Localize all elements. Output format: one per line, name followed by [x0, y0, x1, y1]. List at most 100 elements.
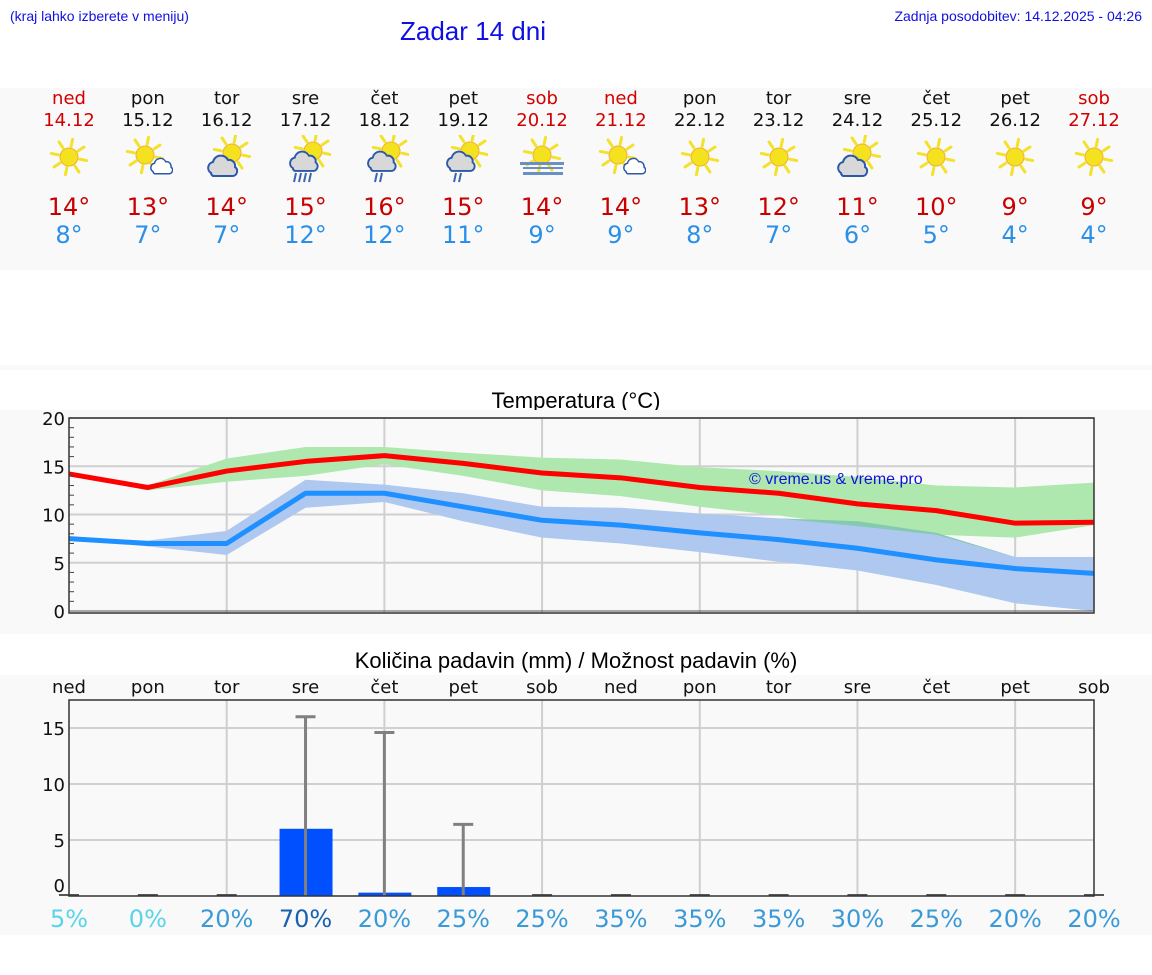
min-temperature: 11° [441, 221, 485, 249]
day-name: sre [843, 88, 872, 109]
min-temperature: 9° [528, 221, 556, 249]
max-temperature: 16° [363, 193, 406, 221]
day-label: pon [131, 677, 165, 698]
day-name: ned [52, 88, 86, 109]
min-temperature: 12° [284, 221, 327, 249]
precipitation-probability: 35% [752, 905, 805, 933]
y-tick-label: 5 [54, 831, 65, 852]
day-name: pet [448, 88, 478, 109]
temperature-chart-panel: 0 5 10 15 20 © vreme.us & vreme.pro [0, 409, 1152, 634]
day-name: tor [765, 88, 792, 109]
min-temperature: 12° [363, 221, 406, 249]
y-tick-label: 15 [42, 719, 65, 740]
max-temperature: 10° [915, 193, 958, 221]
temperature-chart-title: Temperatura (°C) [491, 388, 661, 413]
precipitation-probability: 35% [673, 905, 726, 933]
day-column: sob 27.12 9° 4° [1054, 88, 1134, 249]
precipitation-chart: ned pon tor sre čet pet sob ned pon tor sre čet pet s… [42, 677, 1121, 933]
max-temperature: 15° [284, 193, 327, 221]
day-date: 22.12 [674, 110, 726, 131]
location-menu-hint: (kraj lahko izberete v meniju) [10, 8, 189, 24]
day-date: 27.12 [1068, 110, 1120, 131]
precipitation-chart-title: Količina padavin (mm) / Možnost padavin … [354, 648, 798, 673]
day-date: 26.12 [989, 110, 1041, 131]
precipitation-chart-panel: ned pon tor sre čet pet sob ned pon tor sre čet pet s… [0, 675, 1152, 935]
day-column: pon 22.12 13° 8° [660, 88, 740, 249]
day-column: sob 20.12 14° 9° [502, 88, 582, 249]
day-label: pon [683, 677, 717, 698]
min-temperature: 7° [134, 221, 162, 249]
max-temperature: 9° [1001, 193, 1029, 221]
max-temperature: 14° [599, 193, 643, 221]
max-temperature: 14° [47, 193, 91, 221]
y-tick-label: 20 [42, 410, 65, 430]
day-date: 14.12 [43, 110, 95, 131]
sun-cloud-rain-icon [281, 131, 332, 185]
min-temperature: 7° [764, 221, 793, 249]
sun-fog-icon [517, 135, 567, 185]
day-label: sre [292, 677, 319, 698]
max-temperature: 13° [678, 193, 722, 221]
day-date: 21.12 [595, 110, 647, 131]
day-date: 20.12 [516, 110, 568, 131]
daily-forecast-panel: ned 14.12 14° 8° pon 15.12 13° 7° tor 16.12 14° 7° s… [0, 88, 1152, 270]
day-column: pet 19.12 15° 11° [423, 88, 503, 249]
day-name: čet [922, 88, 951, 109]
day-name: čet [370, 88, 399, 109]
day-label: pet [448, 677, 478, 698]
min-temperature: 6° [843, 221, 872, 249]
sunny-icon [911, 135, 961, 185]
precipitation-probability: 35% [594, 905, 647, 933]
sun-cloud-light-rain-icon [438, 131, 490, 185]
y-tick-label: 15 [42, 457, 65, 478]
day-column: ned 14.12 14° 8° [29, 88, 109, 249]
min-temperature: 8° [686, 221, 714, 249]
day-label: sob [1078, 677, 1110, 698]
day-name: pon [682, 88, 717, 109]
day-label: ned [52, 677, 86, 698]
sunny-icon [675, 135, 725, 185]
y-tick-label: 10 [42, 775, 65, 796]
day-name: pet [1000, 88, 1030, 109]
sunny-icon [990, 135, 1040, 185]
day-label: pet [1000, 677, 1030, 698]
precipitation-probability: 25% [910, 905, 963, 933]
page-title: Zadar 14 dni [400, 16, 546, 46]
precipitation-probability: 0% [129, 905, 167, 933]
max-temperature: 14° [205, 193, 248, 221]
max-temperature: 9° [1080, 193, 1108, 221]
precipitation-probability: 30% [831, 905, 884, 933]
day-name: sob [1078, 88, 1110, 109]
day-name: ned [603, 88, 638, 109]
day-column: tor 23.12 12° 7° [739, 88, 819, 249]
day-date: 17.12 [279, 110, 332, 131]
sunny-icon [754, 135, 804, 185]
max-temperature: 14° [520, 193, 564, 221]
partly-cloudy-icon [832, 133, 882, 185]
y-tick-label: 0 [54, 876, 65, 897]
min-temperature: 7° [213, 221, 241, 249]
day-column: sre 17.12 15° 12° [266, 88, 346, 249]
day-name: sob [526, 88, 558, 109]
min-temperature: 4° [1001, 221, 1029, 249]
sun-small-cloud-icon [123, 135, 174, 185]
min-temperature: 4° [1080, 221, 1108, 249]
day-column: sre 24.12 11° 6° [817, 88, 897, 249]
day-name: pon [130, 88, 165, 109]
day-date: 25.12 [910, 110, 963, 131]
day-date: 23.12 [752, 110, 805, 131]
day-column: čet 25.12 10° 5° [896, 88, 976, 249]
precipitation-probability: 20% [988, 905, 1041, 933]
day-date: 18.12 [358, 110, 411, 131]
max-temperature: 13° [126, 193, 170, 221]
partly-cloudy-icon [202, 133, 252, 185]
last-update-text: Zadnja posodobitev: 14.12.2025 - 04:26 [894, 8, 1142, 24]
sun-small-cloud-icon [596, 135, 647, 185]
day-column: ned 21.12 14° 9° [581, 88, 661, 249]
y-tick-label: 10 [42, 506, 65, 527]
day-label: ned [604, 677, 638, 698]
day-label: sob [526, 677, 558, 698]
precipitation-probability: 70% [279, 905, 332, 933]
day-column: tor 16.12 14° 7° [187, 88, 267, 249]
y-tick-label: 5 [54, 554, 65, 575]
